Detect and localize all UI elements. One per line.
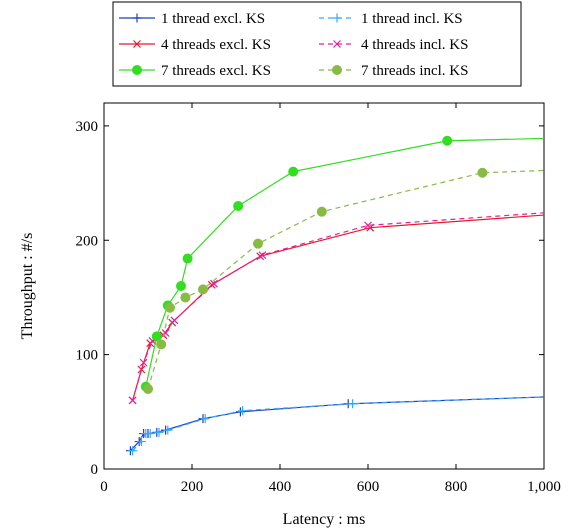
series-3 [129,215,544,404]
data-point [157,340,166,349]
series-line [133,213,544,401]
x-tick-label: 400 [269,479,292,495]
y-tick-label: 300 [76,119,99,135]
data-point [211,280,218,287]
data-point [129,397,136,404]
series-line [133,215,544,400]
data-point [183,254,192,263]
data-point [348,399,357,408]
data-point [155,428,164,437]
legend-swatch-marker [333,66,342,75]
x-tick-label: 200 [181,479,204,495]
data-point [234,201,243,210]
legend-swatch-marker [133,66,142,75]
data-point [478,168,487,177]
data-point [289,167,298,176]
data-point [201,414,210,423]
data-point [181,293,190,302]
data-point [236,407,245,416]
y-tick-label: 100 [76,348,99,364]
data-point [177,282,186,291]
data-point [171,317,178,324]
data-point [137,437,146,446]
y-axis-label: Throughput : #/s [19,233,36,340]
legend-label: 4 threads excl. KS [161,37,271,53]
x-tick-label: 0 [100,479,108,495]
legend: 1 thread excl. KS 1 thread incl. KS 4 thre… [113,2,521,86]
series-line [133,397,544,451]
legend-label: 1 thread excl. KS [161,11,265,27]
legend-label: 7 threads excl. KS [161,63,271,79]
legend-label: 1 thread incl. KS [361,11,463,27]
series-layer [126,136,544,455]
y-tick-label: 200 [76,233,99,249]
x-tick-label: 800 [445,479,468,495]
legend-label: 4 threads incl. KS [361,37,468,53]
y-tick-label: 0 [91,462,99,478]
data-point [443,136,452,145]
x-tick-label: 600 [357,479,380,495]
legend-label: 7 threads incl. KS [361,63,468,79]
data-point [317,207,326,216]
series-line [148,170,544,388]
data-point [238,406,247,415]
x-axis-label: Latency : ms [283,511,366,528]
data-point [163,426,172,435]
data-point [199,285,208,294]
data-point [140,359,147,366]
series-1 [126,397,544,455]
x-tick-label: 1,000 [527,479,561,495]
series-2 [128,397,544,455]
series-6 [144,168,545,393]
series-4 [129,213,544,404]
plot-frame [104,103,544,469]
data-point [254,239,263,248]
data-point [146,429,155,438]
data-point [152,332,161,341]
data-point [166,303,175,312]
data-point [144,384,153,393]
